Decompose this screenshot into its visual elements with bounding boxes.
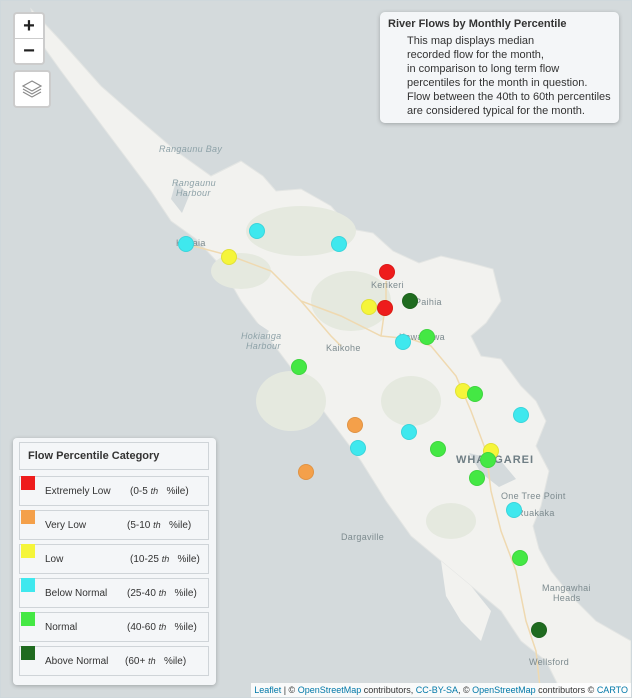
zoom-in-button[interactable]: + <box>15 14 43 39</box>
legend-range: (60+ th %ile) <box>125 656 187 667</box>
station-marker[interactable] <box>178 236 194 252</box>
station-marker[interactable] <box>401 424 417 440</box>
cc-by-sa-link[interactable]: CC-BY-SA <box>415 685 458 695</box>
place-mangawhai-heads-2: Heads <box>553 593 581 603</box>
leaflet-link[interactable]: Leaflet <box>254 685 282 695</box>
station-marker[interactable] <box>512 550 528 566</box>
zoom-out-button[interactable]: − <box>23 40 35 62</box>
zoom-control: + − <box>13 12 45 65</box>
legend-label: Normal <box>45 622 78 633</box>
station-marker[interactable] <box>377 300 393 316</box>
info-panel: River Flows by Monthly Percentile This m… <box>380 12 619 123</box>
legend-label: Below Normal <box>45 588 108 599</box>
station-marker[interactable] <box>249 223 265 239</box>
place-one-tree-point: One Tree Point <box>501 491 566 501</box>
place-wellsford: Wellsford <box>529 657 570 667</box>
legend-range: (25-40 th %ile) <box>127 588 197 599</box>
map-attribution: Leaflet | © OpenStreetMap contributors, … <box>251 683 631 697</box>
info-line: recorded flow for the month, <box>407 49 544 61</box>
legend-item-very-low: Very Low (5-10 th %ile) <box>19 510 209 540</box>
station-marker[interactable] <box>467 386 483 402</box>
info-line: are considered typical for the month. <box>407 105 585 117</box>
station-marker[interactable] <box>506 502 522 518</box>
legend-range: (10-25 th %ile) <box>130 554 200 565</box>
station-marker[interactable] <box>469 470 485 486</box>
place-rangaunu-bay: Rangaunu Bay <box>159 144 223 154</box>
station-marker[interactable] <box>379 264 395 280</box>
info-line: Flow between the 40th to 60th percentile… <box>407 91 611 103</box>
layers-icon <box>21 80 43 98</box>
info-line: percentiles for the month in question. <box>407 77 588 89</box>
osm-link[interactable]: OpenStreetMap <box>297 685 362 695</box>
legend-range: (40-60 th %ile) <box>127 622 197 633</box>
info-line: in comparison to long term flow <box>407 63 560 75</box>
legend-swatch <box>21 612 35 626</box>
legend-swatch <box>21 510 35 524</box>
legend-swatch <box>21 476 35 490</box>
place-rangaunu-harbour: Rangaunu <box>172 178 216 188</box>
station-marker[interactable] <box>513 407 529 423</box>
station-marker[interactable] <box>419 329 435 345</box>
station-marker[interactable] <box>291 359 307 375</box>
place-mangawhai-heads: Mangawhai <box>542 583 591 593</box>
place-hokianga-harbour: Hokianga <box>241 331 282 341</box>
station-marker[interactable] <box>480 452 496 468</box>
legend-item-extremely-low: Extremely Low (0-5 th %ile) <box>19 476 209 506</box>
station-marker[interactable] <box>395 334 411 350</box>
info-title: River Flows by Monthly Percentile <box>388 18 567 30</box>
legend-item-below-normal: Below Normal (25-40 th %ile) <box>19 578 209 608</box>
station-marker[interactable] <box>350 440 366 456</box>
legend-range: (5-10 th %ile) <box>127 520 192 531</box>
legend-label: Low <box>45 554 64 565</box>
info-line: This map displays median <box>407 35 535 47</box>
osm-link-2[interactable]: OpenStreetMap <box>472 685 536 695</box>
station-marker[interactable] <box>298 464 314 480</box>
legend-swatch <box>21 646 35 660</box>
legend-range: (0-5 th %ile) <box>130 486 189 497</box>
legend-panel: Flow Percentile Category Extremely Low (… <box>13 438 216 685</box>
legend-title: Flow Percentile Category <box>19 442 209 470</box>
place-paihia: Paihia <box>415 297 442 307</box>
station-marker[interactable] <box>402 293 418 309</box>
legend-label: Very Low <box>45 520 87 531</box>
info-body: This map displays median recorded flow f… <box>407 34 617 118</box>
terrain-patches <box>211 206 476 539</box>
legend-swatch <box>21 544 35 558</box>
station-marker[interactable] <box>331 236 347 252</box>
legend-label: Above Normal <box>45 656 109 667</box>
station-marker[interactable] <box>531 622 547 638</box>
place-dargaville: Dargaville <box>341 532 385 542</box>
station-marker[interactable] <box>347 417 363 433</box>
station-marker[interactable] <box>430 441 446 457</box>
place-kerikeri: Kerikeri <box>371 280 404 290</box>
legend-item-above-normal: Above Normal (60+ th %ile) <box>19 646 209 676</box>
place-kaikohe: Kaikohe <box>326 343 361 353</box>
legend-item-low: Low (10-25 th %ile) <box>19 544 209 574</box>
legend-swatch <box>21 578 35 592</box>
carto-link[interactable]: CARTO <box>596 685 628 695</box>
place-ruakaka: Ruakaka <box>517 508 555 518</box>
place-rangaunu-harbour-2: Harbour <box>176 188 211 198</box>
layers-button[interactable] <box>13 70 51 108</box>
station-marker[interactable] <box>361 299 377 315</box>
legend-label: Extremely Low <box>45 486 111 497</box>
place-hokianga-harbour-2: Harbour <box>246 341 281 351</box>
legend-item-normal: Normal (40-60 th %ile) <box>19 612 209 642</box>
station-marker[interactable] <box>221 249 237 265</box>
